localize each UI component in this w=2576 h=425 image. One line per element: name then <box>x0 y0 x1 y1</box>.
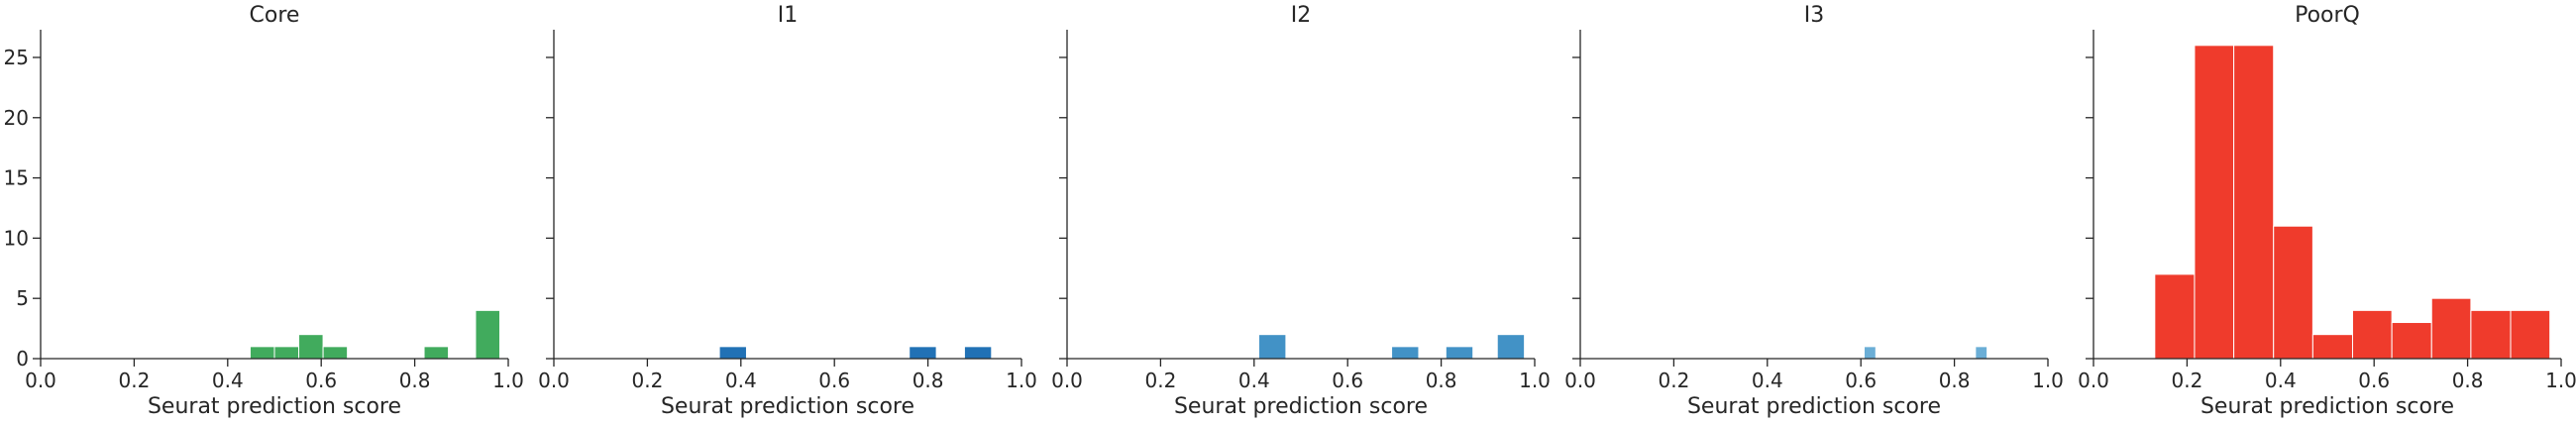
x-tick-label: 0.4 <box>725 369 757 392</box>
x-axis-label: Seurat prediction score <box>148 394 401 419</box>
panel-title: I2 <box>1291 3 1312 28</box>
x-tick-label: 0.8 <box>1426 369 1457 392</box>
x-tick-label: 0.8 <box>399 369 431 392</box>
histogram-bar <box>1258 334 1287 360</box>
x-axis-label: Seurat prediction score <box>1174 394 1428 419</box>
x-tick-label: 1.0 <box>492 369 524 392</box>
x-tick-label: 0.8 <box>1939 369 1971 392</box>
x-tick-label: 0.4 <box>2265 369 2297 392</box>
x-tick-label: 0.6 <box>305 369 337 392</box>
panel-4: 0.0 0.2 0.4 0.6 0.8 1.0 Seurat prediction scor… <box>2078 3 2576 419</box>
histogram-bar <box>2391 322 2432 360</box>
y-tick-label: 25 <box>4 46 29 69</box>
histogram-bar <box>909 346 937 360</box>
histogram-bar <box>2154 273 2196 360</box>
histogram-bar <box>963 346 993 360</box>
panel-title: PoorQ <box>2295 3 2360 28</box>
x-tick-label: 0.8 <box>2452 369 2484 392</box>
y-tick-label: 0 <box>16 347 29 371</box>
x-tick-label: 0.0 <box>1564 369 1596 392</box>
y-tick-label: 10 <box>4 226 29 250</box>
x-tick-label: 0.0 <box>2078 369 2109 392</box>
x-tick-label: 0.4 <box>1238 369 1270 392</box>
x-tick-label: 0.4 <box>212 369 244 392</box>
x-axis-label: Seurat prediction score <box>2200 394 2454 419</box>
panel-2: 0.0 0.2 0.4 0.6 0.8 1.0 Seurat prediction scor… <box>1051 3 1551 419</box>
histogram-bar <box>2194 45 2235 360</box>
histogram-bar <box>2233 45 2275 360</box>
histogram-bar <box>1496 334 1526 360</box>
x-tick-label: 0.2 <box>1144 369 1176 392</box>
histogram-bar <box>2273 225 2313 360</box>
panel-3: 0.0 0.2 0.4 0.6 0.8 1.0 Seurat prediction scor… <box>1564 3 2064 419</box>
panel-title: Core <box>250 3 300 28</box>
histogram-bar <box>2470 309 2512 360</box>
histogram-bar <box>298 334 324 360</box>
histogram-bar <box>423 346 450 360</box>
x-tick-label: 0.2 <box>1658 369 1689 392</box>
histogram-bar <box>1445 346 1474 360</box>
y-tick-label: 20 <box>4 106 29 130</box>
x-tick-label: 1.0 <box>2032 369 2064 392</box>
y-tick-label: 15 <box>4 166 29 190</box>
x-tick-label: 0.6 <box>2358 369 2390 392</box>
x-tick-label: 0.6 <box>818 369 850 392</box>
x-tick-label: 0.0 <box>538 369 570 392</box>
histogram-bar <box>273 346 300 360</box>
x-tick-label: 0.0 <box>25 369 56 392</box>
histogram-bar <box>1391 346 1420 360</box>
histogram-bar <box>1975 346 1988 360</box>
x-tick-label: 0.2 <box>2171 369 2202 392</box>
histogram-bar <box>249 346 275 360</box>
panel-title: I1 <box>778 3 799 28</box>
x-axis-label: Seurat prediction score <box>661 394 914 419</box>
histogram-bar <box>2430 297 2472 360</box>
panel-1: 0.0 0.2 0.4 0.6 0.8 1.0 Seurat prediction scor… <box>538 3 1037 419</box>
x-tick-label: 0.6 <box>1845 369 1877 392</box>
x-tick-label: 0.0 <box>1051 369 1083 392</box>
y-tick-label: 5 <box>16 286 29 310</box>
histogram-bar <box>718 346 747 360</box>
x-tick-label: 1.0 <box>1519 369 1551 392</box>
x-axis-label: Seurat prediction score <box>1687 394 1941 419</box>
histogram-bar <box>2351 309 2393 360</box>
x-tick-label: 0.2 <box>118 369 150 392</box>
histogram-bar <box>2311 334 2353 360</box>
panel-title: I3 <box>1804 3 1825 28</box>
histogram-bar <box>2510 309 2551 360</box>
panel-0: 0 5 10 15 20 25 0.0 0.2 0.4 0.6 0.8 1.0 Seurat predi… <box>4 3 524 419</box>
x-tick-label: 0.4 <box>1752 369 1783 392</box>
x-tick-label: 0.6 <box>1332 369 1363 392</box>
x-tick-label: 1.0 <box>2545 369 2576 392</box>
histogram-bar <box>475 309 500 360</box>
x-tick-label: 1.0 <box>1006 369 1037 392</box>
x-tick-label: 0.8 <box>912 369 944 392</box>
x-tick-label: 0.2 <box>631 369 663 392</box>
histogram-bar <box>1864 346 1877 360</box>
histogram-bar <box>322 346 349 360</box>
